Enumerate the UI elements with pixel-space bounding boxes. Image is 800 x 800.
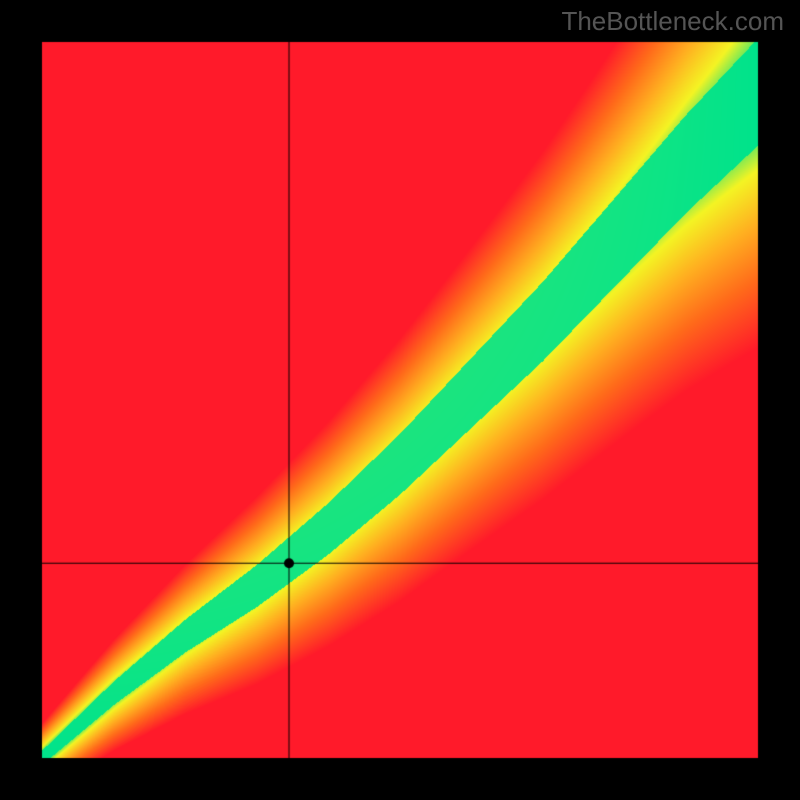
chart-container: TheBottleneck.com <box>0 0 800 800</box>
bottleneck-heatmap-canvas <box>0 0 800 800</box>
watermark-text: TheBottleneck.com <box>561 6 784 37</box>
